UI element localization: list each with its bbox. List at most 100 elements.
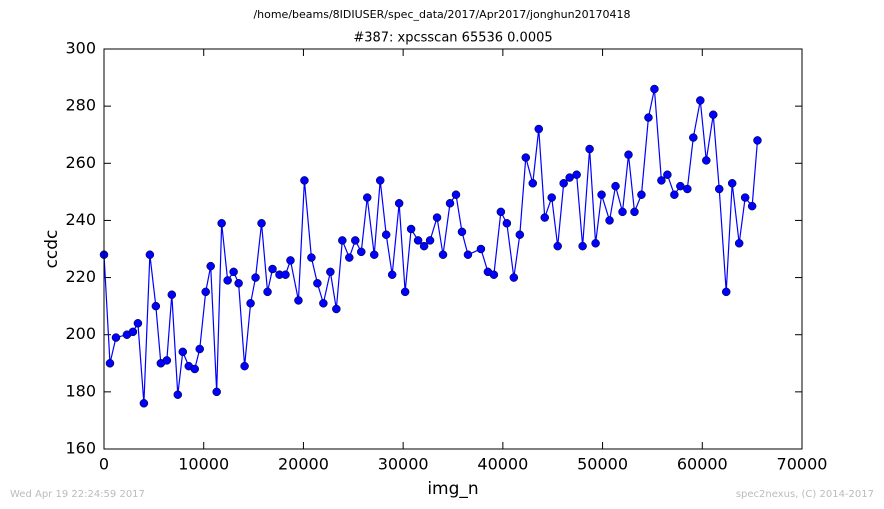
data-point (223, 276, 232, 285)
data-point (502, 219, 512, 228)
data-point (345, 253, 354, 262)
data-point (591, 239, 600, 248)
data-point (696, 96, 705, 105)
data-point (240, 361, 249, 371)
y-tick-label: 180 (65, 381, 96, 400)
data-point (650, 84, 659, 94)
data-point (553, 241, 562, 251)
data-point (734, 239, 744, 248)
data-point (714, 184, 724, 194)
data-point (111, 333, 121, 342)
data-point (413, 236, 423, 245)
y-tick-label: 240 (65, 210, 96, 229)
x-tick-label: 70000 (777, 455, 828, 474)
data-point (457, 227, 467, 237)
data-point (251, 273, 260, 282)
data-point (351, 236, 360, 245)
data-point (637, 190, 646, 199)
data-point (257, 219, 266, 228)
data-point (313, 279, 322, 288)
data-point (597, 190, 606, 199)
data-point (229, 267, 238, 277)
data-point (605, 216, 614, 225)
x-tick-label: 60000 (677, 455, 728, 474)
data-point (394, 199, 404, 208)
footer-left: Wed Apr 19 22:24:59 2017 (10, 489, 145, 500)
chart-title: #387: xpcsscan 65536 0.0005 (353, 31, 552, 46)
data-point (387, 270, 397, 279)
data-point (689, 133, 698, 142)
data-point (509, 273, 519, 282)
data-point (445, 199, 455, 208)
data-point (547, 193, 556, 202)
data-point (162, 356, 172, 365)
data-point (540, 213, 549, 222)
plot-frame (103, 48, 803, 450)
data-point (338, 236, 347, 245)
data-point (357, 247, 366, 257)
suptitle: /home/beams/8IDIUSER/spec_data/2017/Apr2… (253, 8, 630, 21)
x-tick-label: 50000 (577, 455, 628, 474)
data-point (630, 207, 639, 217)
x-tick-label: 10000 (178, 455, 229, 474)
data-point (476, 244, 486, 254)
data-point (206, 261, 215, 271)
data-point (611, 181, 620, 191)
data-point (572, 170, 581, 179)
data-point (326, 267, 335, 277)
y-tick-label: 200 (65, 324, 96, 343)
data-point (578, 241, 587, 251)
data-point (145, 250, 155, 259)
x-axis-label: img_n (427, 479, 478, 499)
data-point (618, 207, 627, 217)
data-point (489, 270, 499, 279)
data-point (133, 319, 143, 328)
data-point (319, 299, 328, 308)
series-line (103, 88, 759, 404)
y-tick-label: 260 (65, 153, 96, 172)
data-point (234, 279, 243, 288)
data-point (657, 176, 666, 185)
y-tick-label: 160 (65, 439, 96, 458)
data-point (683, 184, 692, 194)
data-point (307, 253, 316, 262)
data-point (195, 344, 204, 354)
y-axis-label: ccdc (42, 230, 62, 269)
data-point (740, 193, 750, 202)
x-tick-label: 40000 (477, 455, 528, 474)
data-point (400, 287, 410, 297)
data-point (212, 387, 221, 397)
data-point (217, 219, 226, 228)
data-point (432, 213, 442, 222)
data-point (406, 224, 416, 234)
data-point (294, 296, 303, 305)
data-point (624, 150, 633, 159)
data-point (425, 236, 435, 245)
data-point (585, 144, 594, 154)
y-tick-label: 280 (65, 96, 96, 115)
data-point (128, 327, 138, 337)
y-tick-label: 220 (65, 267, 96, 286)
data-point (663, 170, 672, 179)
data-point (151, 301, 161, 311)
data-point (559, 179, 568, 188)
data-point (167, 290, 177, 299)
x-tick-label: 30000 (378, 455, 429, 474)
data-point (201, 287, 210, 297)
data-point (362, 193, 372, 202)
data-point (670, 190, 679, 199)
data-point (747, 201, 757, 211)
data-point (375, 176, 385, 185)
data-point (178, 347, 188, 357)
data-point (190, 364, 199, 374)
data-point (521, 153, 531, 162)
data-point (246, 299, 255, 308)
data-point (496, 207, 506, 217)
data-point (515, 230, 525, 239)
data-point (263, 287, 272, 297)
data-point (173, 390, 183, 399)
data-point (753, 136, 762, 145)
data-point (419, 241, 429, 251)
data-point (286, 256, 295, 265)
data-point (268, 264, 277, 274)
